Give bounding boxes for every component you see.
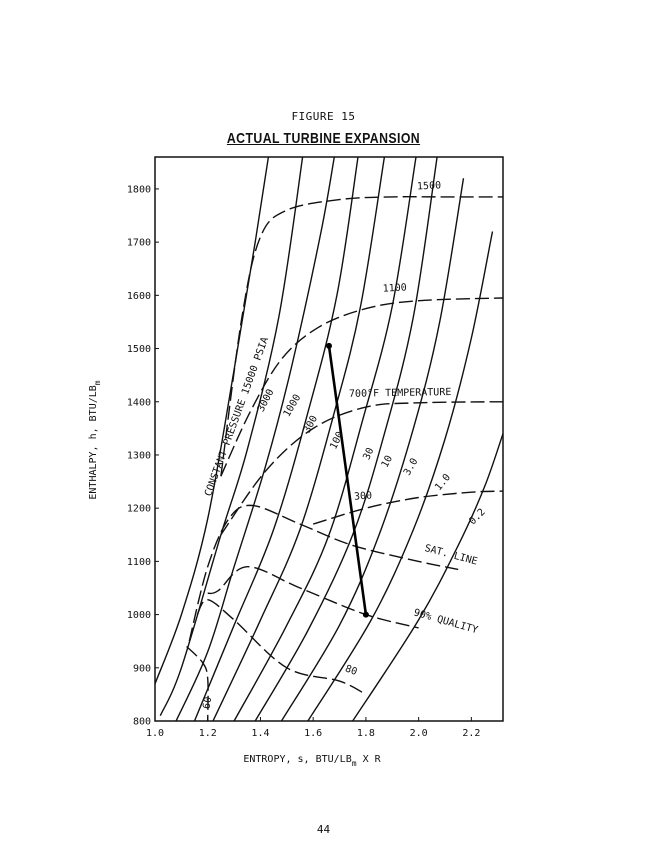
x-axis-label: ENTROPY, s, BTU/LBm X R (243, 754, 381, 768)
x-axis-label-suffix: X R (357, 754, 382, 765)
x-tick-label: 2.2 (462, 728, 480, 739)
pressure-line-3000 (159, 157, 304, 716)
pressure-line-1000 (175, 157, 335, 721)
pressure-label-1: 3000 (256, 387, 277, 413)
expansion-line (327, 345, 368, 615)
y-tick-label: 1700 (127, 238, 151, 249)
quality-label-80: 80 (343, 664, 358, 678)
x-tick-label: 2.0 (410, 728, 428, 739)
y-tick-label: 1300 (127, 450, 151, 461)
temperature-label-700: 700°F TEMPERATURE (349, 387, 452, 400)
pressure-line-15000 (155, 157, 270, 685)
y-tick-label: 1200 (127, 504, 151, 515)
x-tick-label: 1.2 (199, 728, 217, 739)
pressure-label-0: CONSTANT PRESSURE 15000 PSIA (203, 336, 271, 498)
pressure-line-30 (233, 157, 417, 721)
x-tick-label: 1.4 (251, 728, 269, 739)
pressure-line-3.0 (280, 178, 465, 721)
y-tick-label: 800 (133, 717, 151, 728)
quality-line-60 (186, 646, 209, 721)
y-axis-label: ENTHALPY, h, BTU/LBm (88, 380, 102, 499)
y-tick-label: 1600 (127, 291, 151, 302)
x-tick-label: 1.8 (357, 728, 375, 739)
quality-label-90: 90% QUALITY (412, 607, 479, 636)
y-tick-label: 1000 (127, 610, 151, 621)
y-tick-label: 1500 (127, 344, 151, 355)
pressure-label-3: 300 (302, 414, 320, 435)
temperature-line-300 (313, 490, 503, 525)
quality-line-90 (207, 565, 419, 629)
pressure-line-100 (212, 157, 386, 721)
pressure-label-8: 1.0 (433, 472, 453, 493)
pressure-label-5: 30 (361, 446, 376, 461)
page-number: 44 (316, 823, 331, 836)
pressure-line-300 (193, 157, 359, 721)
pressure-line-10 (254, 157, 438, 721)
y-tick-label: 1800 (127, 184, 151, 195)
x-tick-label: 1.6 (304, 728, 322, 739)
temperature-label-1500: 1500 (417, 180, 442, 192)
temperature-label-300: 300 (354, 490, 373, 502)
y-tick-label: 1100 (127, 557, 151, 568)
pressure-label-9: 0.2 (467, 507, 488, 528)
pressure-line-1.0 (307, 231, 494, 721)
plot-frame (154, 156, 504, 722)
pressure-label-6: 10 (380, 454, 395, 470)
temperature-line-1100 (220, 297, 503, 477)
x-axis-label-subscript: m (352, 759, 357, 768)
saturation-line (188, 504, 459, 642)
quality-line-80 (196, 599, 367, 696)
y-axis-label-subscript: m (93, 380, 102, 385)
expansion-start-point (326, 342, 332, 349)
quality-label-60: 60 (201, 696, 214, 710)
expansion-end-point (362, 611, 369, 618)
pressure-line-0.2 (352, 433, 503, 721)
figure-title: ACTUAL TURBINE EXPANSION (226, 130, 421, 147)
y-tick-label: 1400 (127, 397, 151, 408)
figure-label: FIGURE 15 (291, 110, 356, 123)
x-tick-label: 1.0 (146, 728, 164, 739)
y-tick-label: 900 (133, 663, 151, 674)
temperature-line-1500 (220, 196, 503, 477)
temperature-label-1100: 1100 (382, 282, 407, 294)
